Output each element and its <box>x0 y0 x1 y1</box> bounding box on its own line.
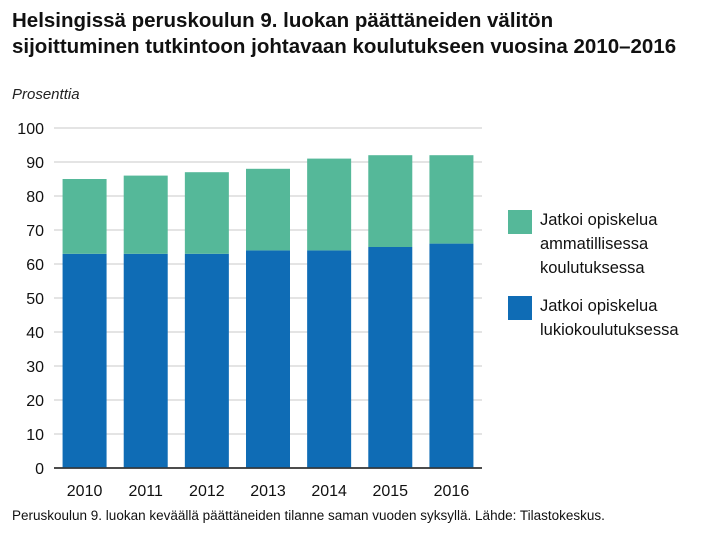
bar-ammatillinen <box>184 172 229 254</box>
y-tick-label: 80 <box>26 189 44 206</box>
legend-swatch-lukio <box>508 296 532 320</box>
x-tick-label: 2012 <box>189 483 225 500</box>
y-tick-label: 90 <box>26 155 44 172</box>
legend-item-ammatillinen: Jatkoi opiskelua ammatillisessa koulutuk… <box>508 208 718 280</box>
x-tick-label: 2010 <box>67 483 103 500</box>
y-axis-label: Prosenttia <box>12 86 80 103</box>
legend-swatch-ammatillinen <box>508 210 532 234</box>
legend: Jatkoi opiskelua ammatillisessa koulutuk… <box>508 208 718 356</box>
legend-label-lukio: Jatkoi opiskelua lukiokoulutuksessa <box>540 294 679 342</box>
y-tick-label: 20 <box>26 393 44 410</box>
source-footnote: Peruskoulun 9. luokan keväällä päättänei… <box>12 508 605 523</box>
y-tick-label: 70 <box>26 223 44 240</box>
legend-label-line: lukiokoulutuksessa <box>540 321 679 339</box>
bar-lukio <box>307 250 352 468</box>
bar-lukio <box>429 243 474 468</box>
bar-lukio <box>368 247 413 468</box>
chart-title-line-2: sijoittuminen tutkintoon johtavaan koulu… <box>12 35 677 58</box>
legend-label-line: Jatkoi opiskelua <box>540 297 658 315</box>
y-tick-label: 60 <box>26 257 44 274</box>
y-tick-label: 0 <box>35 461 44 478</box>
legend-item-lukio: Jatkoi opiskelua lukiokoulutuksessa <box>508 294 718 342</box>
bar-ammatillinen <box>307 158 352 251</box>
legend-label-ammatillinen: Jatkoi opiskelua ammatillisessa koulutuk… <box>540 208 657 280</box>
chart-title: Helsingissä peruskoulun 9. luokan päättä… <box>12 8 712 60</box>
x-tick-label: 2016 <box>434 483 470 500</box>
y-tick-label: 30 <box>26 359 44 376</box>
bar-lukio <box>62 253 107 468</box>
x-tick-label: 2015 <box>372 483 408 500</box>
legend-label-line: koulutuksessa <box>540 259 645 277</box>
x-tick-label: 2014 <box>311 483 347 500</box>
y-tick-label: 50 <box>26 291 44 308</box>
bar-lukio <box>123 253 168 468</box>
chart-title-line-1: Helsingissä peruskoulun 9. luokan päättä… <box>12 9 554 32</box>
legend-label-line: ammatillisessa <box>540 235 649 253</box>
x-tick-label: 2013 <box>250 483 286 500</box>
bar-lukio <box>246 250 290 468</box>
bar-ammatillinen <box>246 168 290 251</box>
y-tick-label: 100 <box>17 121 44 138</box>
legend-label-line: Jatkoi opiskelua <box>540 211 658 229</box>
bar-ammatillinen <box>368 155 413 247</box>
y-tick-label: 10 <box>26 427 44 444</box>
x-tick-label: 2011 <box>129 483 164 500</box>
bar-ammatillinen <box>429 155 474 244</box>
bar-ammatillinen <box>123 175 168 254</box>
bar-lukio <box>184 253 229 468</box>
y-tick-label: 40 <box>26 325 44 342</box>
bar-ammatillinen <box>62 179 107 254</box>
